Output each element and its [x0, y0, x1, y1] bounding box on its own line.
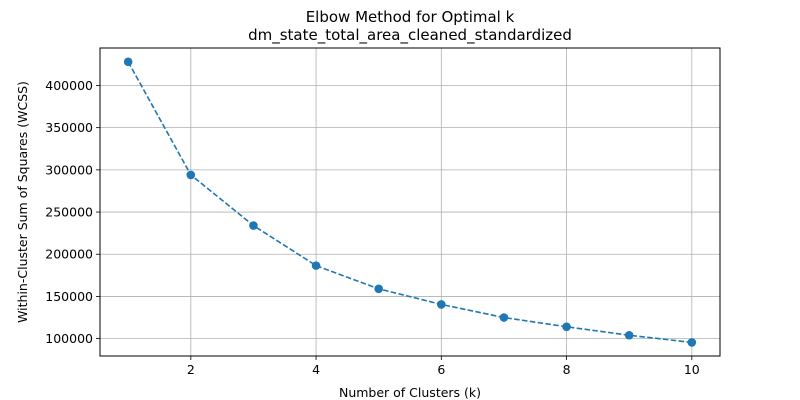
- data-point: [437, 300, 446, 309]
- tick-layer: 2 4 6 8 10 100000 150000 200000 250000 300000 3500…: [45, 78, 700, 377]
- plot-frame: [99, 47, 721, 357]
- chart-title: Elbow Method for Optimal k: [306, 8, 515, 26]
- x-tick-label: 4: [312, 362, 320, 377]
- data-point: [687, 338, 697, 347]
- data-point: [374, 284, 383, 294]
- data-point: [562, 322, 571, 332]
- y-axis-label: Within-Cluster Sum of Squares (WCSS): [15, 81, 30, 323]
- chart-subtitle: dm_state_total_area_cleaned_standardized: [248, 26, 572, 45]
- data-point: [624, 330, 634, 340]
- y-tick-label: 100000: [45, 331, 93, 346]
- y-tick-label: 300000: [45, 162, 93, 177]
- data-point: [249, 221, 258, 230]
- grid-lines: [100, 48, 720, 356]
- data-point: [499, 313, 509, 322]
- series-layer: [123, 57, 697, 347]
- data-point: [311, 261, 321, 270]
- x-tick-label: 6: [437, 362, 445, 377]
- y-tick-label: 200000: [45, 247, 93, 262]
- x-tick-label: 10: [684, 362, 700, 377]
- x-tick-label: 8: [563, 362, 571, 377]
- y-tick-label: 350000: [45, 120, 93, 135]
- x-tick-label: 2: [187, 362, 195, 377]
- x-axis-label: Number of Clusters (k): [339, 385, 481, 400]
- data-point: [123, 57, 133, 67]
- y-tick-label: 400000: [45, 78, 93, 93]
- data-point: [186, 170, 196, 180]
- y-tick-label: 250000: [45, 205, 93, 220]
- y-tick-label: 150000: [45, 289, 93, 304]
- series-line: [127, 61, 692, 344]
